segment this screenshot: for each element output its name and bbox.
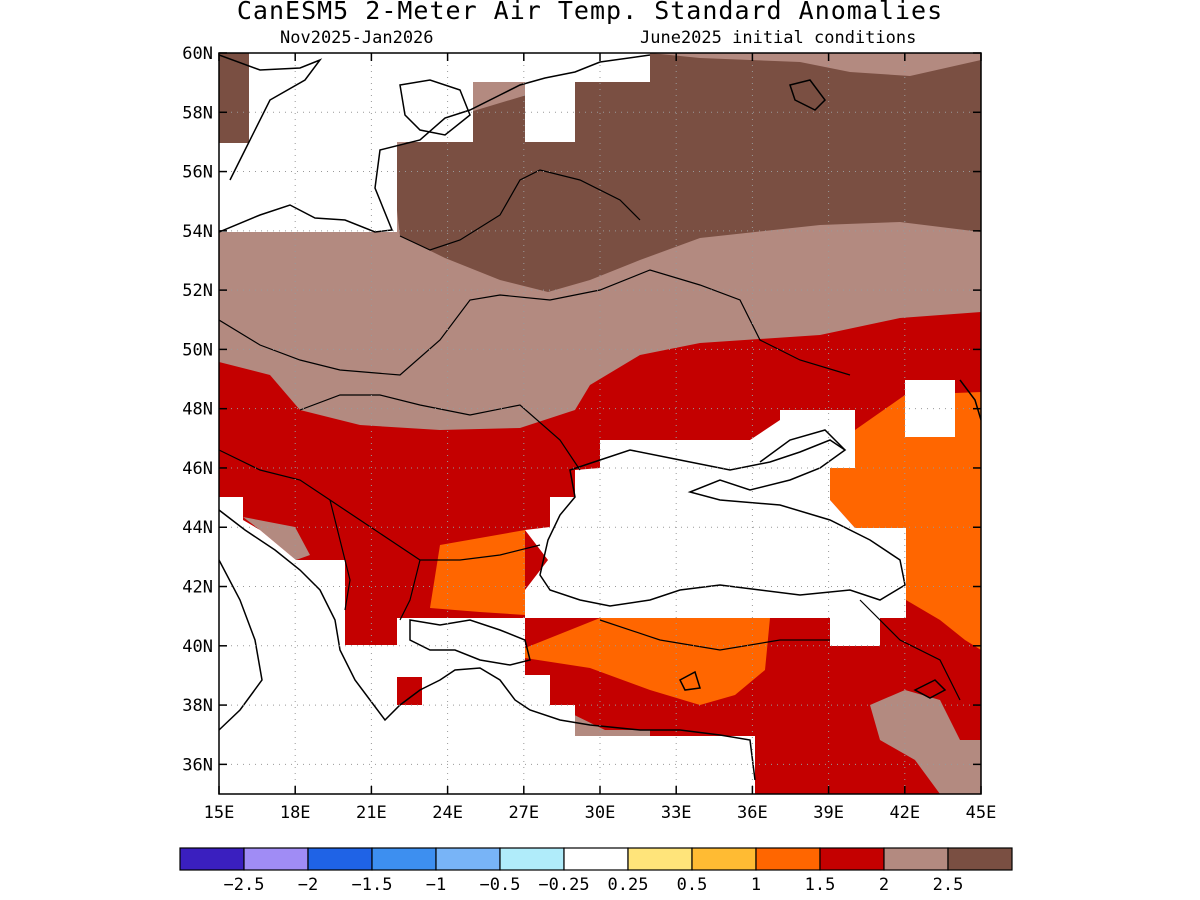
- region-browndark-corner: [219, 53, 249, 143]
- coastline-caspian: [959, 379, 981, 421]
- legend-swatch: [627, 847, 693, 871]
- lat-label: 44N: [182, 518, 213, 538]
- legend-label: 1: [751, 875, 761, 895]
- coastline-greece-turkey: [369, 667, 756, 781]
- legend-swatch: [371, 847, 437, 871]
- border-lines: [219, 169, 961, 701]
- forecast-period: Nov2025-Jan2026: [280, 28, 434, 48]
- lat-label: 50N: [182, 340, 213, 360]
- lat-label: 52N: [182, 281, 213, 301]
- lon-label: 39E: [813, 803, 844, 823]
- legend-label: −0.25: [538, 875, 589, 895]
- legend-swatch: [243, 847, 309, 871]
- legend-labels: −2.5 −2 −1.5 −1 −0.5 −0.25 0.25 0.5 1 1.5 2 2.5: [224, 875, 964, 895]
- legend-label: 0.5: [677, 875, 708, 895]
- initial-conditions: June2025 initial conditions: [640, 28, 917, 48]
- legend-label: 2: [879, 875, 889, 895]
- region-white-adriatic-ionian: [219, 497, 755, 794]
- latitude-labels: 36N 38N 40N 42N 44N 46N 48N 50N 52N 54N 56N 58N 60N: [182, 44, 213, 775]
- legend-swatch: [563, 847, 629, 871]
- coastline-gulf-finland: [399, 79, 471, 136]
- legend-label: 0.25: [608, 875, 649, 895]
- legend-label: −1.5: [352, 875, 393, 895]
- coastline-baltic: [219, 54, 651, 233]
- coastline-sweden: [219, 54, 323, 181]
- lat-label: 56N: [182, 163, 213, 183]
- lon-label: 30E: [585, 803, 616, 823]
- lon-label: 45E: [966, 803, 997, 823]
- legend-label: −2: [298, 875, 318, 895]
- lon-label: 36E: [737, 803, 768, 823]
- legend-label: −0.5: [480, 875, 521, 895]
- lake-van: [913, 679, 947, 699]
- coastline-azov: [759, 429, 846, 463]
- legend-swatch: [307, 847, 373, 871]
- coastline-adriatic: [219, 509, 371, 701]
- legend-swatch: [819, 847, 885, 871]
- anomaly-fill-layer: [219, 53, 981, 794]
- coastline-aegean: [409, 619, 531, 666]
- lat-label: 38N: [182, 696, 213, 716]
- map-title: CanESM5 2-Meter Air Temp. Standard Anoma…: [236, 0, 944, 25]
- lat-label: 42N: [182, 578, 213, 598]
- region-orange-caspian: [830, 392, 981, 650]
- graticule: [219, 53, 981, 794]
- lat-label: 46N: [182, 459, 213, 479]
- region-orange-anatolia: [525, 618, 770, 705]
- legend-label: 1.5: [805, 875, 836, 895]
- lat-label: 36N: [182, 755, 213, 775]
- legend-colorbar: [179, 847, 1013, 871]
- region-white-black-sea: [525, 410, 906, 646]
- region-brownlight-adriatic: [243, 517, 310, 560]
- legend-label: −2.5: [224, 875, 265, 895]
- lat-label: 54N: [182, 222, 213, 242]
- coastlines-borders: [219, 54, 981, 781]
- legend-swatch: [499, 847, 565, 871]
- longitude-labels: 15E 18E 21E 24E 27E 30E 33E 36E 39E 42E 45E: [204, 803, 997, 823]
- legend-label: −1: [426, 875, 446, 895]
- axis-ticks: [218, 52, 982, 794]
- coastline-black-sea: [539, 439, 906, 607]
- region-white-azov: [905, 380, 955, 437]
- region-white-baltic: [219, 53, 650, 232]
- legend-swatch: [435, 847, 501, 871]
- legend-swatch: [691, 847, 757, 871]
- lon-label: 27E: [508, 803, 539, 823]
- lat-label: 60N: [182, 44, 213, 64]
- legend-swatch: [883, 847, 949, 871]
- lake-tuz: [679, 670, 701, 691]
- lat-label: 58N: [182, 103, 213, 123]
- region-browndark-north: [219, 53, 981, 292]
- lat-label: 40N: [182, 637, 213, 657]
- legend-label: 2.5: [933, 875, 964, 895]
- lon-label: 42E: [889, 803, 920, 823]
- legend-swatch: [179, 847, 245, 871]
- lat-label: 48N: [182, 400, 213, 420]
- region-brownlight-caucasus: [870, 690, 981, 794]
- legend-swatch: [755, 847, 821, 871]
- lon-label: 21E: [356, 803, 387, 823]
- lon-label: 15E: [204, 803, 235, 823]
- legend-swatch: [947, 847, 1013, 871]
- lon-label: 18E: [280, 803, 311, 823]
- region-brownlight-turkey-sw: [560, 708, 650, 736]
- coastline-italy: [219, 559, 263, 731]
- lon-label: 33E: [661, 803, 692, 823]
- region-orange-bulgaria: [430, 530, 525, 615]
- lake-ladoga-area: [789, 79, 826, 111]
- lon-label: 24E: [432, 803, 463, 823]
